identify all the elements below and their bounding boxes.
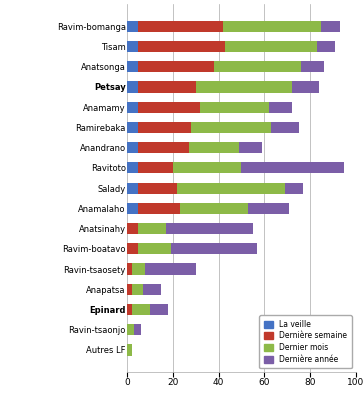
- Bar: [127, 142, 139, 153]
- Bar: [139, 243, 171, 254]
- Bar: [127, 183, 139, 194]
- Bar: [223, 21, 322, 32]
- Bar: [173, 162, 241, 173]
- Bar: [134, 324, 141, 335]
- Bar: [139, 82, 196, 93]
- Bar: [143, 284, 161, 295]
- Bar: [127, 263, 132, 274]
- Bar: [127, 324, 134, 335]
- Bar: [292, 82, 319, 93]
- Bar: [214, 61, 301, 72]
- Bar: [191, 122, 271, 133]
- Bar: [301, 61, 324, 72]
- Bar: [271, 122, 298, 133]
- Bar: [239, 142, 262, 153]
- Bar: [127, 82, 139, 93]
- Bar: [248, 203, 289, 214]
- Bar: [127, 122, 139, 133]
- Bar: [127, 41, 139, 52]
- Bar: [132, 263, 145, 274]
- Bar: [139, 183, 178, 194]
- Bar: [200, 102, 269, 113]
- Bar: [127, 345, 132, 356]
- Bar: [139, 162, 173, 173]
- Bar: [171, 243, 257, 254]
- Bar: [241, 162, 344, 173]
- Bar: [196, 82, 292, 93]
- Bar: [127, 304, 132, 315]
- Bar: [127, 102, 139, 113]
- Bar: [139, 102, 200, 113]
- Bar: [127, 162, 139, 173]
- Bar: [145, 263, 196, 274]
- Bar: [139, 41, 225, 52]
- Bar: [127, 243, 139, 254]
- Legend: La veille, Dernière semaine, Dernier mois, Dernière année: La veille, Dernière semaine, Dernier moi…: [260, 315, 352, 368]
- Bar: [139, 203, 180, 214]
- Bar: [180, 203, 248, 214]
- Bar: [132, 284, 143, 295]
- Bar: [317, 41, 335, 52]
- Bar: [269, 102, 292, 113]
- Bar: [139, 21, 223, 32]
- Bar: [322, 21, 340, 32]
- Bar: [139, 142, 189, 153]
- Bar: [127, 203, 139, 214]
- Bar: [132, 304, 150, 315]
- Bar: [127, 21, 139, 32]
- Bar: [127, 223, 139, 234]
- Bar: [166, 223, 253, 234]
- Bar: [225, 41, 317, 52]
- Bar: [127, 284, 132, 295]
- Bar: [139, 61, 214, 72]
- Bar: [178, 183, 285, 194]
- Bar: [189, 142, 239, 153]
- Bar: [150, 304, 168, 315]
- Bar: [139, 122, 191, 133]
- Bar: [127, 61, 139, 72]
- Bar: [285, 183, 303, 194]
- Bar: [139, 223, 166, 234]
